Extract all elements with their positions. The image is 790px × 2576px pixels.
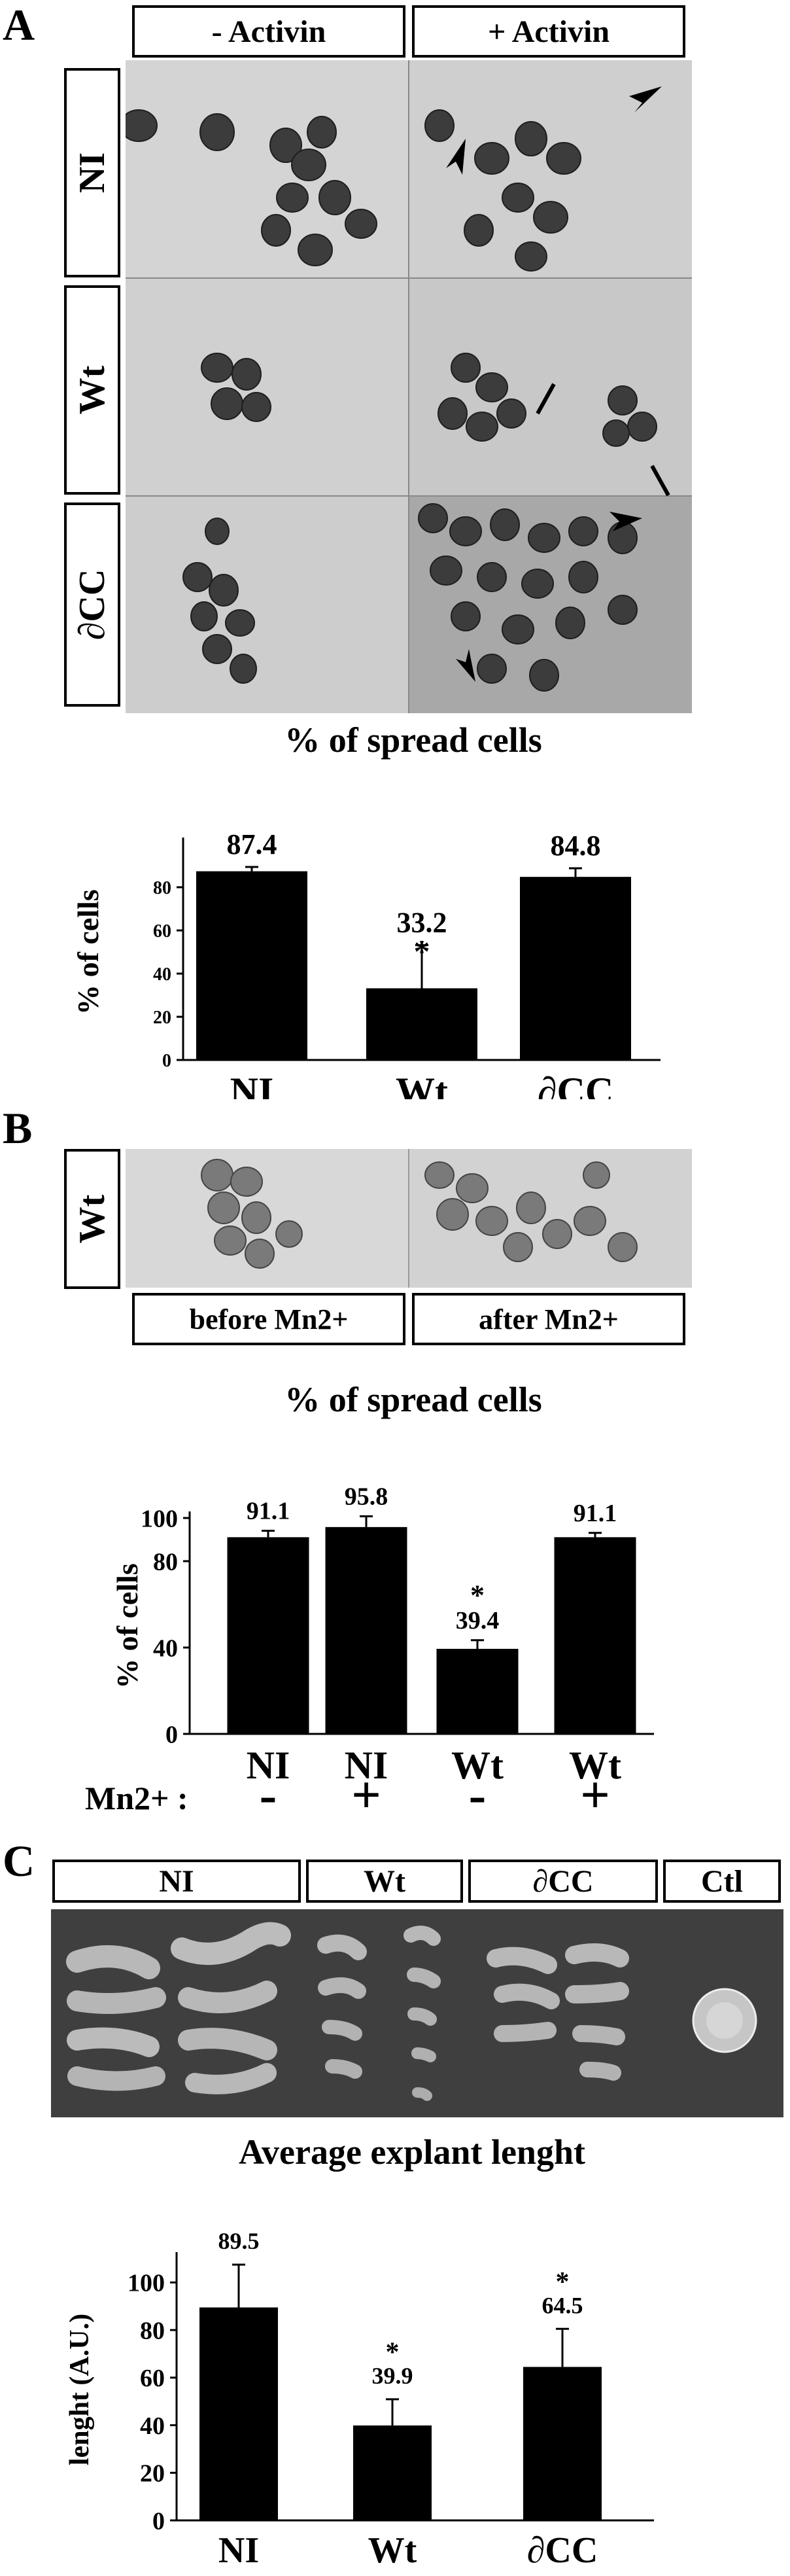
chart-c-title: Average explant lenght xyxy=(239,2132,585,2172)
row-label-b-wt: Wt xyxy=(64,1149,120,1289)
chart-a-category-label: Wt xyxy=(396,1070,448,1099)
chart-a-bar xyxy=(520,877,631,1060)
chart-b-title: % of spread cells xyxy=(284,1380,542,1419)
chart-a-value-label: 33.2 xyxy=(397,906,447,938)
chart-b: 0 40 80 100 % of cells 91.1 NI 95.8 NI 39.4* Wt 91.… xyxy=(85,1483,654,1824)
micrograph-a-image xyxy=(120,60,692,713)
explant-photo-image xyxy=(51,1909,783,2117)
row-label-wt: Wt xyxy=(64,285,120,495)
chart-c-category-label: NI xyxy=(218,2530,259,2571)
before-mn-label: before Mn2+ xyxy=(132,1293,405,1345)
panel-c-letter: C xyxy=(3,1836,35,1886)
chart-c-significance-star: * xyxy=(386,2338,400,2368)
chart-c-category-label: ∂CC xyxy=(527,2530,598,2571)
chart-b-bar xyxy=(325,1526,407,1734)
mn-sign: - xyxy=(260,1767,277,1824)
chart-a-ytick-label: 20 xyxy=(153,1008,171,1028)
chart-a-ylabel: % of cells xyxy=(71,889,105,1015)
mn-sign: + xyxy=(351,1767,381,1824)
chart-a-ytick-label: 40 xyxy=(153,964,171,985)
chart-a-category-label: ∂CC xyxy=(538,1070,613,1099)
wt-column-label: Wt xyxy=(306,1860,463,1903)
mn-sign: + xyxy=(580,1767,610,1824)
explant-photo xyxy=(51,1909,783,2117)
row-label-dcc-text: ∂CC xyxy=(72,569,112,641)
chart-c-category-label: Wt xyxy=(368,2530,417,2571)
chart-b-bar xyxy=(227,1537,309,1734)
mn-label: Mn2+ : xyxy=(85,1780,188,1816)
chart-b-value-label: 95.8 xyxy=(345,1483,388,1510)
chart-b-category-label: NI xyxy=(345,1744,388,1787)
panel-a-letter: A xyxy=(3,0,35,50)
chart-b-category-label: NI xyxy=(247,1744,290,1787)
row-label-wt-text: Wt xyxy=(72,365,112,415)
mn-sign: - xyxy=(469,1767,487,1824)
chart-c-ytick-label: 40 xyxy=(140,2412,165,2440)
micrograph-b xyxy=(126,1149,692,1288)
chart-c-ytick-label: 100 xyxy=(128,2270,165,2297)
row-label-ni-text: NI xyxy=(72,152,112,194)
chart-b-ytick-label: 80 xyxy=(153,1548,178,1576)
chart-b-ylabel: % of cells xyxy=(111,1563,144,1689)
chart-a-ytick-label: 60 xyxy=(153,921,171,942)
chart-c-ylabel: lenght (A.U.) xyxy=(65,2314,95,2465)
chart-a-bar xyxy=(366,988,477,1060)
row-label-b-wt-text: Wt xyxy=(72,1194,112,1244)
minus-activin-label: - Activin xyxy=(132,5,405,58)
chart-c-value-label: 64.5 xyxy=(542,2292,583,2318)
chart-c-ytick-label: 0 xyxy=(152,2507,165,2535)
chart-a-ytick-label: 80 xyxy=(153,878,171,898)
chart-a-value-label: 87.4 xyxy=(227,828,277,860)
micrograph-grid-a xyxy=(120,60,692,713)
chart-a-value-label: 84.8 xyxy=(551,830,601,862)
ni-column-label: NI xyxy=(52,1860,301,1903)
chart-b-value-label: 91.1 xyxy=(574,1500,617,1527)
chart-a-bar xyxy=(196,871,307,1060)
chart-b-bar xyxy=(436,1648,519,1734)
chart-b-ytick-label: 0 xyxy=(165,1721,178,1748)
chart-c-significance-star: * xyxy=(556,2267,570,2297)
chart-a-title: % of spread cells xyxy=(284,720,542,760)
chart-c-bar xyxy=(523,2367,602,2520)
chart-c-bar xyxy=(353,2425,432,2520)
row-label-dcc: ∂CC xyxy=(64,503,120,707)
chart-c-ytick-label: 20 xyxy=(140,2460,165,2488)
chart-c-ytick-label: 80 xyxy=(140,2317,165,2344)
plus-activin-label: + Activin xyxy=(412,5,685,58)
chart-b-ytick-label: 40 xyxy=(153,1634,178,1662)
chart-b-value-label: 91.1 xyxy=(247,1497,290,1525)
chart-c-value-label: 39.9 xyxy=(372,2363,413,2389)
row-label-ni: NI xyxy=(64,68,120,277)
chart-c-value-label: 89.5 xyxy=(218,2228,260,2254)
chart-a: 0 20 40 60 80 % of cells 87.4 NI 33.2* Wt 84.8 ∂CC xyxy=(71,828,661,1099)
micrograph-b-image xyxy=(126,1149,692,1288)
chart-b-category-label: Wt xyxy=(569,1744,621,1787)
chart-a-ytick-label: 0 xyxy=(162,1051,171,1071)
panel-b-letter: B xyxy=(3,1103,33,1153)
chart-c-ytick-label: 60 xyxy=(140,2365,165,2392)
chart-a-category-label: NI xyxy=(230,1070,274,1099)
ctl-column-label: Ctl xyxy=(663,1860,781,1903)
chart-b-category-label: Wt xyxy=(451,1744,504,1787)
chart-b-bar xyxy=(554,1537,636,1734)
chart-b-significance-star: * xyxy=(470,1579,485,1612)
after-mn-label: after Mn2+ xyxy=(412,1293,685,1345)
chart-b-value-label: 39.4 xyxy=(456,1607,500,1634)
dcc-column-label: ∂CC xyxy=(468,1860,658,1903)
chart-a-significance-star: * xyxy=(414,933,430,970)
chart-b-ytick-label: 100 xyxy=(141,1505,178,1532)
chart-c-bar xyxy=(199,2307,278,2520)
